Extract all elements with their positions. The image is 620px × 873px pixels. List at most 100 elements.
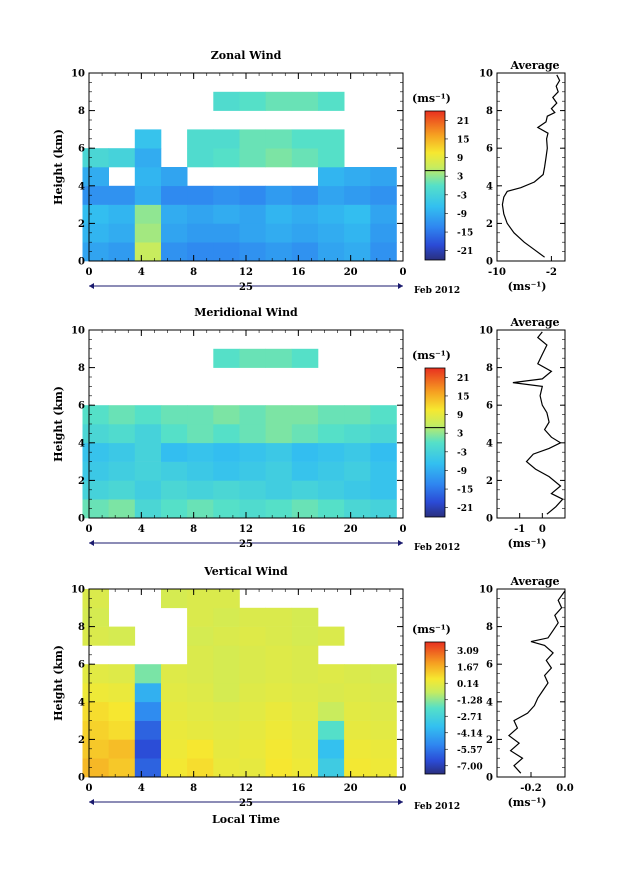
heatmap-cell bbox=[161, 167, 188, 187]
heatmap-cell bbox=[291, 645, 319, 665]
heatmap-cell bbox=[370, 405, 397, 425]
heatmap-cell bbox=[291, 626, 319, 646]
heatmap-cell bbox=[82, 683, 109, 703]
heatmap-cell bbox=[291, 185, 319, 205]
heatmap-cell bbox=[82, 758, 109, 778]
heatmap-cell bbox=[239, 626, 266, 646]
x-tick-label: 8 bbox=[190, 267, 197, 278]
heatmap-cell bbox=[134, 720, 162, 740]
heatmap-cell bbox=[134, 204, 162, 224]
heatmap-cell bbox=[239, 442, 266, 462]
heatmap-cell bbox=[239, 204, 266, 224]
heatmap-cell bbox=[239, 758, 266, 778]
heatmap-cell bbox=[344, 223, 371, 243]
heatmap-cell bbox=[239, 701, 266, 721]
heatmap-cell bbox=[161, 499, 188, 519]
heatmap-cell bbox=[265, 348, 293, 368]
heatmap-cell bbox=[134, 148, 162, 168]
average-y-tick-label: 6 bbox=[486, 660, 493, 671]
x-tick-label: 0 bbox=[86, 524, 93, 535]
heatmap-cell bbox=[291, 739, 319, 759]
colorbar-tick-label: 21 bbox=[457, 117, 470, 127]
heatmap-cell bbox=[187, 739, 214, 759]
heatmap-cell bbox=[344, 739, 371, 759]
heatmap-cells bbox=[82, 348, 397, 519]
average-y-tick-label: 2 bbox=[486, 476, 493, 487]
heatmap-cell bbox=[187, 204, 214, 224]
heatmap-cell bbox=[213, 424, 240, 444]
heatmap-cell bbox=[187, 664, 214, 684]
date-label: Feb 2012 bbox=[414, 286, 460, 296]
heatmap-cell bbox=[161, 242, 188, 262]
day-bar-start-arrow bbox=[89, 799, 94, 805]
heatmap-cell bbox=[318, 148, 345, 168]
heatmap-cell bbox=[213, 480, 240, 500]
average-y-tick-label: 0 bbox=[486, 514, 493, 525]
y-tick-label: 8 bbox=[78, 622, 85, 633]
x-tick-label: 8 bbox=[190, 783, 197, 794]
heatmap-cell bbox=[291, 129, 319, 149]
average-y-tick-label: 8 bbox=[486, 622, 493, 633]
colorbar-tick-label: -21 bbox=[457, 247, 473, 257]
heatmap-cell bbox=[134, 442, 162, 462]
colorbar-tick-label: 9 bbox=[457, 411, 463, 421]
y-tick-label: 6 bbox=[78, 660, 85, 671]
heatmap-cell bbox=[239, 148, 266, 168]
heatmap-cell bbox=[265, 204, 293, 224]
average-frame bbox=[496, 588, 566, 778]
heatmap-cell bbox=[187, 701, 214, 721]
day-bar-start-arrow bbox=[89, 540, 94, 546]
heatmap-cell bbox=[213, 739, 240, 759]
heatmap-cell bbox=[187, 405, 214, 425]
y-tick-label: 0 bbox=[78, 257, 85, 268]
heatmap-cell bbox=[370, 664, 397, 684]
heatmap-cell bbox=[82, 405, 109, 425]
heatmap-cell bbox=[265, 129, 293, 149]
heatmap-cell bbox=[82, 626, 109, 646]
heatmap-cell bbox=[108, 442, 136, 462]
heatmap-cell bbox=[239, 499, 266, 519]
heatmap-cell bbox=[187, 442, 214, 462]
heatmap-cell bbox=[318, 720, 345, 740]
heatmap-cell bbox=[213, 148, 240, 168]
heatmap-cell bbox=[318, 758, 345, 778]
heatmap-cell bbox=[134, 683, 162, 703]
heatmap-cell bbox=[370, 242, 397, 262]
heatmap-cell bbox=[161, 405, 188, 425]
panel-title: Meridional Wind bbox=[194, 306, 298, 319]
colorbar-tick-label: 15 bbox=[457, 135, 470, 145]
heatmap-cell bbox=[108, 185, 136, 205]
average-x-tick-label: -2 bbox=[546, 267, 557, 278]
heatmap-cell bbox=[108, 720, 136, 740]
heatmap-cell bbox=[370, 442, 397, 462]
heatmap-cell bbox=[213, 242, 240, 262]
colorbar-tick-label: 3 bbox=[457, 173, 463, 183]
colorbar-tick-label: -3 bbox=[457, 448, 467, 458]
heatmap-cell bbox=[239, 223, 266, 243]
heatmap-cell bbox=[187, 185, 214, 205]
heatmap-cell bbox=[291, 204, 319, 224]
average-x-tick-label: -0.2 bbox=[520, 783, 542, 794]
heatmap-cell bbox=[108, 499, 136, 519]
heatmap-cell bbox=[265, 242, 293, 262]
date-label: Feb 2012 bbox=[414, 543, 460, 553]
average-y-tick-label: 8 bbox=[486, 106, 493, 117]
average-frame bbox=[496, 329, 566, 519]
heatmap-cell bbox=[161, 461, 188, 481]
heatmap-cell bbox=[239, 739, 266, 759]
heatmap-cell bbox=[82, 480, 109, 500]
heatmap-cell bbox=[265, 758, 293, 778]
heatmap-cell bbox=[370, 461, 397, 481]
heatmap-cells bbox=[82, 589, 397, 778]
day-bar-end-arrow bbox=[398, 799, 403, 805]
average-x-tick-label: -1 bbox=[514, 524, 525, 535]
heatmap-cell bbox=[265, 607, 293, 627]
x-tick-label: 0 bbox=[86, 783, 93, 794]
heatmap-cell bbox=[161, 223, 188, 243]
heatmap-cell bbox=[370, 758, 397, 778]
heatmap-cell bbox=[370, 683, 397, 703]
heatmap-cell bbox=[318, 664, 345, 684]
heatmap-cell bbox=[187, 223, 214, 243]
heatmap-cell bbox=[213, 720, 240, 740]
